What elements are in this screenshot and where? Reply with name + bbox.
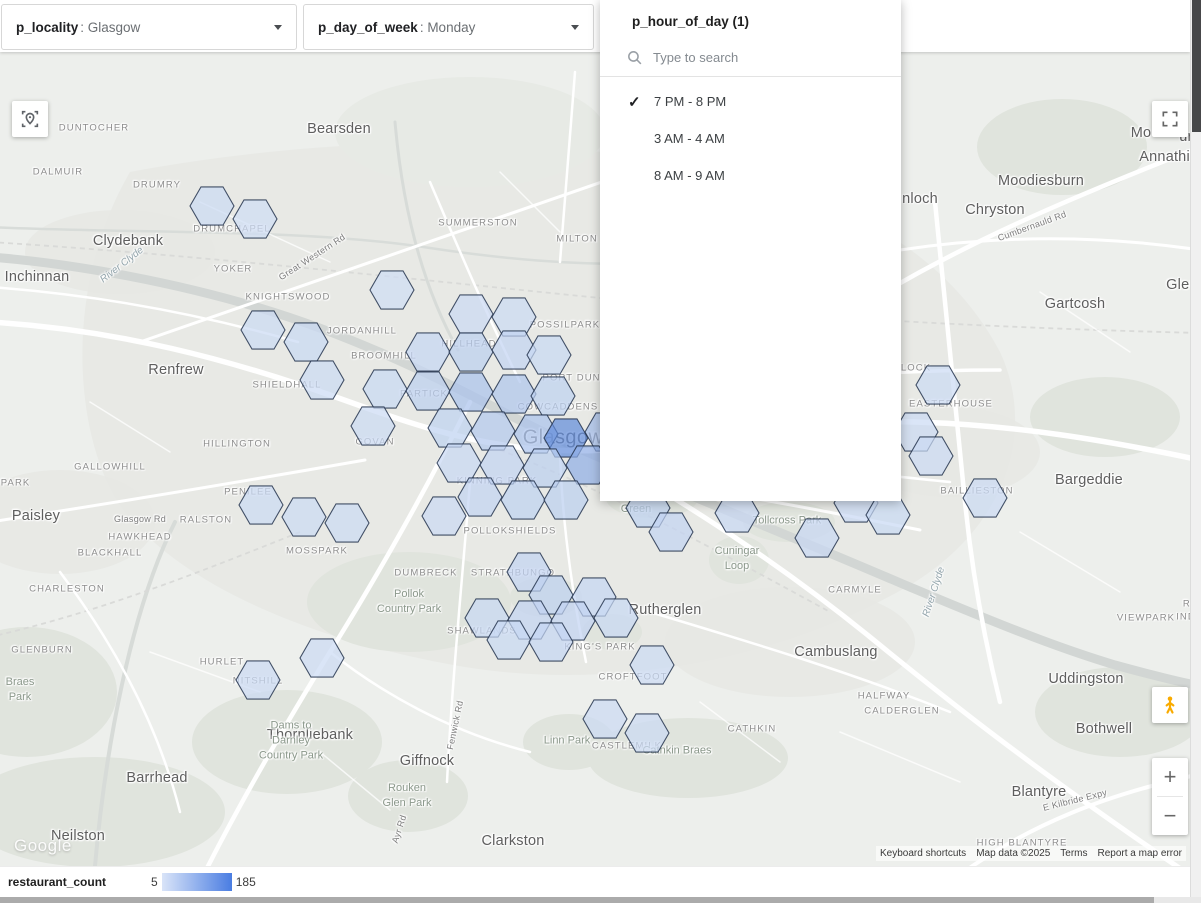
keyboard-shortcuts-link[interactable]: Keyboard shortcuts <box>880 848 967 859</box>
hexbin-cell[interactable] <box>500 480 546 520</box>
hexbin-cell[interactable] <box>405 332 451 372</box>
vertical-scrollbar-thumb[interactable] <box>1192 0 1201 132</box>
hexbin-cell[interactable] <box>427 408 473 448</box>
zoom-in-button[interactable]: + <box>1163 764 1177 789</box>
hexbin-cell[interactable] <box>436 443 482 483</box>
map[interactable]: Bearsden Clydebank Inchinnan Renfrew Paisley… <box>0 52 1190 866</box>
dropdown-option[interactable]: ✓ 7 PM - 8 PM <box>600 83 901 120</box>
legend-max-value: 185 <box>235 875 256 889</box>
hexbin-cell[interactable] <box>421 496 467 536</box>
filter-value: : Monday <box>419 19 476 35</box>
legend-field-label: restaurant_count <box>8 875 107 889</box>
hexbin-cell[interactable] <box>369 270 415 310</box>
chevron-down-icon <box>274 24 282 30</box>
horizontal-scrollbar-thumb[interactable] <box>0 897 1155 903</box>
terms-link[interactable]: Terms <box>1060 848 1088 859</box>
hexbin-cell[interactable] <box>324 503 370 543</box>
hex-layer <box>189 186 1008 753</box>
dropdown-option[interactable]: 3 AM - 4 AM <box>600 120 901 157</box>
hexbin-cell[interactable] <box>565 445 611 485</box>
fullscreen-icon <box>1162 111 1178 127</box>
hexbin-cell[interactable] <box>629 645 675 685</box>
hour-of-day-filter-panel: p_hour_of_day (1) ✓ 7 PM - 8 PM 3 AM - 4 A… <box>600 0 901 501</box>
hexbin-cell[interactable] <box>281 497 327 537</box>
report-map-error-link[interactable]: Report a map error <box>1097 848 1182 859</box>
chevron-down-icon <box>571 24 579 30</box>
filter-bar: p_locality : Glasgow p_day_of_week : Mon… <box>0 0 1190 52</box>
hexbin-cell[interactable] <box>189 186 235 226</box>
location-pin-icon <box>21 110 39 128</box>
zoom-controls: + − <box>1152 758 1188 835</box>
legend-bar: restaurant_count 5 185 <box>0 866 1190 897</box>
fullscreen-button[interactable] <box>1152 101 1188 137</box>
option-label: 7 PM - 8 PM <box>654 94 727 109</box>
pegman-icon <box>1165 696 1175 714</box>
hexbin-cell[interactable] <box>526 335 572 375</box>
hexbin-cell[interactable] <box>238 485 284 525</box>
hexbin-cell[interactable] <box>624 713 670 753</box>
vertical-scrollbar[interactable] <box>1190 0 1201 897</box>
hexbin-cell[interactable] <box>283 322 329 362</box>
panel-title: p_hour_of_day (1) <box>632 14 750 29</box>
zoom-out-button[interactable]: − <box>1163 803 1177 828</box>
hexbin-cell[interactable] <box>405 371 451 411</box>
filter-value: : Glasgow <box>80 19 141 35</box>
panel-search-row <box>600 38 901 77</box>
horizontal-scrollbar[interactable] <box>0 897 1190 903</box>
option-label: 3 AM - 4 AM <box>654 131 725 146</box>
hexbin-cell[interactable] <box>350 406 396 446</box>
hexbin-cell[interactable] <box>362 369 408 409</box>
hexbin-cell[interactable] <box>491 374 537 414</box>
pegman-control[interactable] <box>1152 687 1188 723</box>
filter-name: p_day_of_week <box>318 19 418 35</box>
hexbin-cell[interactable] <box>908 436 954 476</box>
hexbin-cell[interactable] <box>486 620 532 660</box>
hexbin-cell[interactable] <box>962 478 1008 518</box>
zoom-divider <box>1157 796 1183 797</box>
google-logo: Google <box>14 836 72 855</box>
hexbin-cell[interactable] <box>794 518 840 558</box>
hexbin-cell[interactable] <box>448 372 494 412</box>
hexbin-cell[interactable] <box>530 376 576 416</box>
hexbin-cell[interactable] <box>448 294 494 334</box>
hexbin-cell[interactable] <box>543 480 589 520</box>
option-label: 8 AM - 9 AM <box>654 168 725 183</box>
hexbin-cell[interactable] <box>648 512 694 552</box>
hexbin-cell[interactable] <box>235 660 281 700</box>
filter-name: p_locality <box>16 19 79 35</box>
hexbin-cell[interactable] <box>528 622 574 662</box>
filter-chip-day-of-week[interactable]: p_day_of_week : Monday <box>303 4 594 50</box>
search-icon <box>628 50 642 64</box>
recenter-location-button[interactable] <box>12 101 48 137</box>
legend-gradient <box>161 873 232 891</box>
hexbin-cell[interactable] <box>232 199 278 239</box>
checkmark-icon: ✓ <box>628 93 641 111</box>
hexbin-cell[interactable] <box>470 411 516 451</box>
search-input[interactable] <box>653 49 863 65</box>
hexbin-cell[interactable] <box>448 332 494 372</box>
scrollbar-corner <box>1190 897 1201 903</box>
hexbin-cell[interactable] <box>299 360 345 400</box>
hexbin-cell[interactable] <box>582 699 628 739</box>
hexbin-cell[interactable] <box>457 477 503 517</box>
map-attribution: Keyboard shortcuts Map data ©2025 Terms … <box>876 846 1186 861</box>
legend-min-value: 5 <box>151 875 158 889</box>
map-data-copyright: Map data ©2025 <box>976 848 1051 859</box>
hexbin-cell[interactable] <box>491 330 537 370</box>
hour-options: ✓ 7 PM - 8 PM 3 AM - 4 AM 8 AM - 9 AM <box>600 77 901 194</box>
hexbin-cell[interactable] <box>299 638 345 678</box>
hexbin-cell[interactable] <box>240 310 286 350</box>
hexbin-cell[interactable] <box>915 365 961 405</box>
filter-chip-locality[interactable]: p_locality : Glasgow <box>1 4 297 50</box>
hexbin-cell[interactable] <box>593 598 639 638</box>
dropdown-option[interactable]: 8 AM - 9 AM <box>600 157 901 194</box>
